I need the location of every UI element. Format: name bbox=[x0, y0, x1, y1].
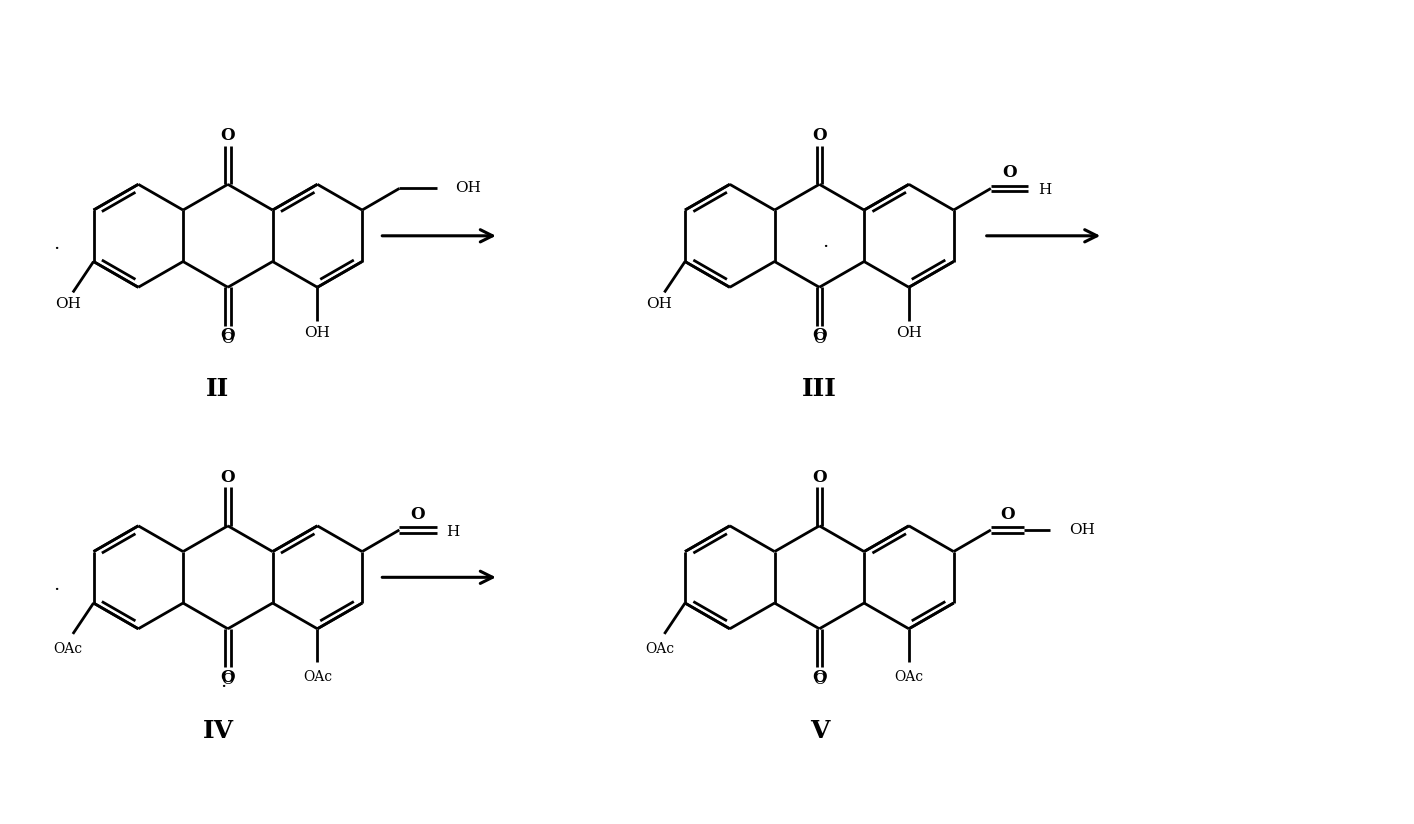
Text: H: H bbox=[1038, 184, 1051, 198]
Text: O: O bbox=[1000, 506, 1015, 522]
Text: OAc: OAc bbox=[894, 670, 923, 684]
Text: O: O bbox=[812, 128, 827, 144]
Text: OH: OH bbox=[455, 181, 481, 195]
Text: OH: OH bbox=[304, 325, 331, 339]
Text: OAc: OAc bbox=[303, 670, 332, 684]
Text: O: O bbox=[221, 128, 235, 144]
Text: O: O bbox=[812, 327, 827, 344]
Text: O: O bbox=[1003, 164, 1017, 181]
Text: O: O bbox=[222, 673, 235, 687]
Text: O: O bbox=[221, 327, 235, 344]
Text: OH: OH bbox=[1069, 523, 1094, 537]
Text: OAc: OAc bbox=[645, 642, 674, 656]
Text: O: O bbox=[222, 332, 235, 346]
Text: O: O bbox=[812, 469, 827, 486]
Text: H: H bbox=[447, 525, 460, 539]
Text: O: O bbox=[410, 506, 426, 522]
Text: O: O bbox=[812, 669, 827, 686]
Text: .: . bbox=[219, 673, 226, 691]
Text: .: . bbox=[52, 576, 59, 594]
Text: .: . bbox=[52, 235, 59, 253]
Text: OH: OH bbox=[55, 297, 81, 311]
Text: IV: IV bbox=[202, 719, 233, 742]
Text: O: O bbox=[221, 469, 235, 486]
Text: V: V bbox=[810, 719, 829, 742]
Text: II: II bbox=[206, 377, 229, 401]
Text: O: O bbox=[221, 669, 235, 686]
Text: O: O bbox=[813, 673, 826, 687]
Text: OH: OH bbox=[646, 297, 672, 311]
Text: .: . bbox=[822, 232, 829, 250]
Text: O: O bbox=[813, 332, 826, 346]
Text: OAc: OAc bbox=[54, 642, 82, 656]
Text: OH: OH bbox=[896, 325, 922, 339]
Text: III: III bbox=[802, 377, 837, 401]
